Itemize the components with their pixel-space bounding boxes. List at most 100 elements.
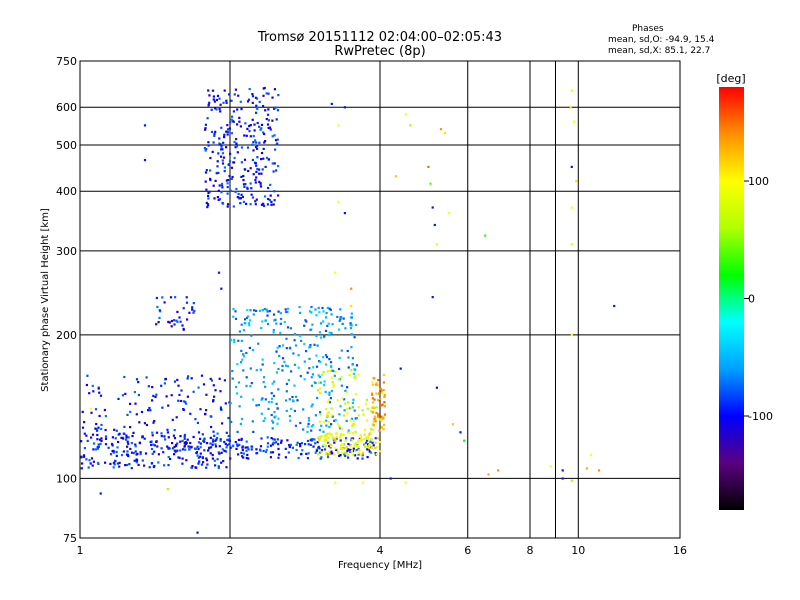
data-point — [245, 384, 248, 387]
data-point — [196, 421, 199, 424]
data-point — [188, 311, 191, 314]
data-point — [340, 375, 343, 379]
data-point — [344, 454, 347, 458]
data-point — [111, 444, 114, 447]
data-point — [81, 410, 84, 413]
data-point — [383, 395, 386, 398]
data-point — [95, 428, 98, 431]
data-point — [173, 445, 176, 448]
data-point — [267, 407, 270, 410]
data-point — [337, 200, 340, 203]
data-point — [352, 437, 355, 440]
data-point — [250, 187, 253, 190]
data-point — [260, 412, 263, 415]
data-point — [353, 420, 356, 423]
data-point — [218, 198, 221, 201]
data-point — [295, 448, 298, 452]
data-point — [152, 394, 155, 397]
data-point — [315, 449, 318, 452]
data-point — [195, 451, 199, 454]
data-point — [211, 453, 214, 457]
data-point — [363, 433, 366, 436]
data-point — [264, 417, 267, 420]
data-point — [371, 411, 374, 414]
data-point — [281, 364, 284, 368]
data-point — [343, 453, 346, 456]
data-point — [251, 398, 255, 401]
data-point — [246, 187, 249, 190]
data-point — [352, 450, 355, 453]
data-point — [231, 175, 234, 179]
data-point — [561, 477, 564, 480]
data-point — [260, 203, 263, 206]
data-point — [240, 108, 243, 111]
data-point — [337, 124, 340, 127]
data-point — [118, 461, 121, 464]
data-point — [296, 399, 299, 402]
data-point — [288, 346, 291, 349]
data-point — [191, 306, 194, 309]
data-point — [198, 460, 201, 463]
data-point — [255, 404, 258, 407]
data-point — [258, 100, 261, 103]
data-point — [310, 305, 313, 309]
data-point — [293, 363, 296, 366]
data-point — [219, 408, 223, 411]
data-point — [241, 358, 244, 361]
data-point — [376, 415, 379, 418]
data-point — [354, 377, 357, 380]
data-point — [347, 356, 350, 359]
data-point — [94, 408, 98, 411]
data-point — [289, 443, 292, 446]
data-point — [345, 437, 348, 440]
data-point — [90, 411, 93, 414]
data-point — [370, 410, 373, 413]
data-point — [228, 93, 231, 96]
data-point — [371, 446, 374, 449]
data-point — [204, 127, 207, 130]
data-point — [189, 445, 192, 448]
data-point — [336, 451, 340, 454]
data-point — [80, 440, 83, 443]
data-point — [126, 413, 129, 416]
data-point — [250, 448, 253, 451]
data-point — [306, 457, 309, 460]
data-point — [345, 390, 348, 393]
data-point — [93, 442, 96, 445]
data-point — [272, 394, 276, 397]
data-point — [252, 430, 255, 433]
data-point — [227, 434, 230, 438]
data-point — [383, 393, 386, 396]
data-point — [324, 390, 327, 393]
data-point — [260, 172, 263, 175]
data-point — [115, 454, 118, 457]
data-point — [190, 445, 193, 448]
data-point — [329, 365, 333, 369]
data-point — [271, 162, 274, 165]
data-point — [128, 463, 131, 466]
data-point — [155, 393, 158, 396]
data-point — [350, 316, 353, 319]
data-point — [358, 438, 362, 441]
data-point — [351, 357, 354, 360]
data-point — [196, 531, 199, 534]
data-point — [365, 441, 368, 444]
data-point — [217, 451, 220, 454]
data-point — [330, 389, 333, 393]
data-point — [165, 395, 168, 398]
data-point — [368, 433, 371, 436]
data-point — [221, 202, 225, 205]
data-point — [163, 382, 166, 385]
data-point — [348, 407, 352, 410]
data-point — [322, 356, 325, 359]
data-point — [272, 421, 275, 424]
data-point — [202, 439, 205, 443]
data-point — [90, 457, 94, 460]
data-point — [185, 459, 188, 462]
data-point — [341, 451, 344, 454]
data-point — [203, 449, 206, 452]
data-point — [259, 182, 262, 185]
data-point — [302, 408, 305, 411]
data-point — [218, 452, 221, 455]
data-point — [338, 454, 341, 457]
